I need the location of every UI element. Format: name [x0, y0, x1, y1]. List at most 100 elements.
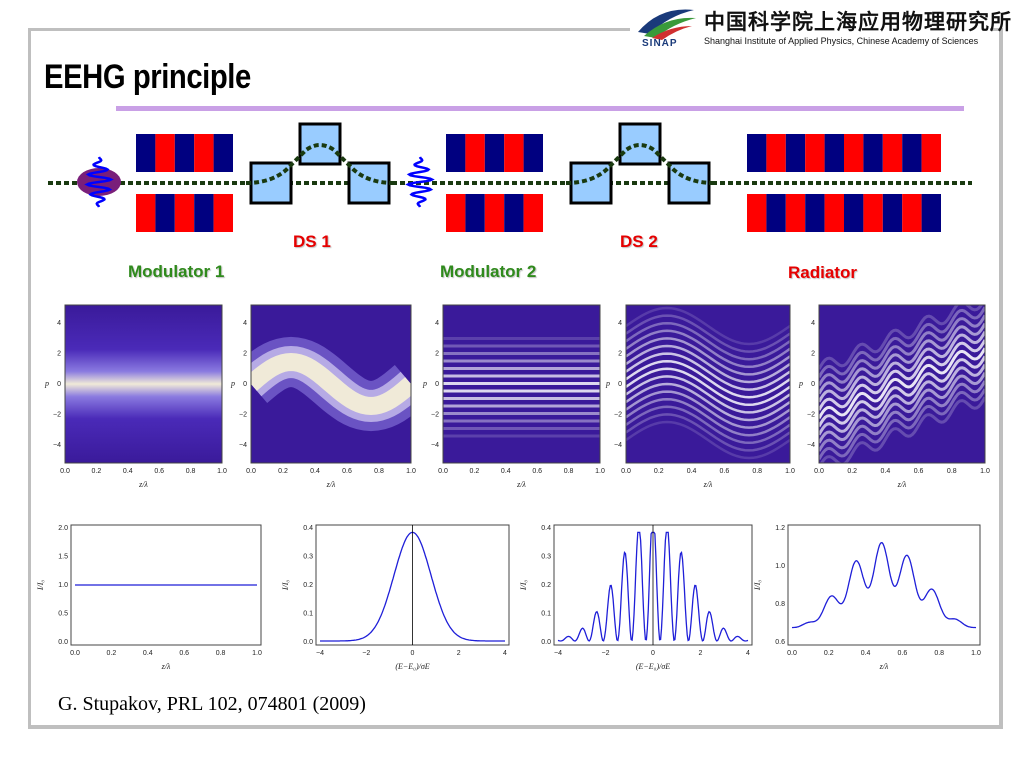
institute-name-cn: 中国科学院上海应用物理研究所	[704, 9, 1012, 34]
magnet-top	[136, 134, 156, 172]
x-tick-label: 4	[746, 650, 750, 657]
y-tick-label: 4	[57, 320, 61, 327]
x-tick-label: 0.6	[154, 468, 164, 475]
magnet-bottom	[194, 194, 214, 232]
y-tick-label: −4	[239, 442, 247, 449]
x-tick-label: 0.6	[532, 468, 542, 475]
y-tick-label: 0.4	[541, 525, 551, 532]
x-axis-label: z/λ	[897, 480, 907, 489]
y-tick-label: 0.8	[775, 601, 785, 608]
magnet-top	[213, 134, 233, 172]
radiator-magnets	[747, 134, 941, 232]
dipole-magnet	[298, 122, 342, 166]
y-tick-label: −2	[239, 412, 247, 419]
magnet-top	[921, 134, 941, 172]
y-tick-label: −4	[614, 442, 622, 449]
magnet-bottom	[155, 194, 175, 232]
y-tick-label: 0	[435, 381, 439, 388]
magnet-bottom	[484, 194, 505, 232]
magnet-bottom	[523, 194, 543, 232]
x-tick-label: 0.4	[881, 468, 891, 475]
phase-space-plots: 4 2 0 −2 −4 p 0.0 0.2 0.4 0.6 0.8 1.0 z/λ 4 2 0 −2 −4 p 0.0…	[44, 304, 990, 489]
y-tick-label: 0	[243, 381, 247, 388]
x-axis-label: z/λ	[326, 480, 336, 489]
magnet-bottom	[805, 194, 825, 232]
x-tick-label: 2	[699, 650, 703, 657]
y-tick-label: 2	[57, 351, 61, 358]
x-tick-label: 0.8	[947, 468, 957, 475]
y-tick-label: 0.3	[541, 554, 551, 561]
x-tick-label: 0.2	[107, 650, 117, 657]
beam-path	[245, 143, 395, 185]
x-tick-label: 0.0	[787, 650, 797, 657]
y-axis-label: I/I₀	[753, 580, 762, 592]
x-tick-label: 0	[411, 650, 415, 657]
magnet-top	[824, 134, 844, 172]
institute-name-en: Shanghai Institute of Applied Physics, C…	[704, 36, 979, 46]
phase-plot-1: 4 2 0 −2 −4 p 0.0 0.2 0.4 0.6 0.8 1.0 z/λ	[44, 304, 227, 489]
laser-pulse-1-icon	[84, 156, 114, 208]
magnet-bottom	[921, 194, 941, 232]
y-tick-label: 4	[435, 320, 439, 327]
x-tick-label: 0.6	[179, 650, 189, 657]
dispersion-section-2	[565, 122, 715, 205]
y-tick-label: 1.0	[58, 582, 68, 589]
x-tick-label: 0.6	[914, 468, 924, 475]
modulator-2-magnets	[446, 134, 543, 232]
current-plot-4: 1.21.00.80.60.0 0.2 0.4 0.6 0.8 1.0z/λI/I₀	[753, 524, 981, 671]
x-tick-label: −4	[554, 650, 562, 657]
dispersion-section-1	[245, 122, 395, 205]
magnet-top	[805, 134, 825, 172]
x-tick-label: 0.8	[216, 650, 226, 657]
current-plot-2: 0.4 0.3 0.2 0.1 0.0−4 −2 0 2 4 (E−E₀)/σE I/I₀	[281, 524, 510, 671]
eehg-schematic	[48, 122, 972, 232]
magnet-top	[844, 134, 864, 172]
magnet-top	[785, 134, 806, 172]
x-tick-label: 0.0	[70, 650, 80, 657]
x-tick-label: 1.0	[980, 468, 990, 475]
radiator-label: Radiator	[788, 263, 857, 282]
y-tick-label: 0.0	[541, 639, 551, 646]
y-tick-label: 2	[618, 351, 622, 358]
x-tick-label: 0.8	[934, 650, 944, 657]
y-tick-label: 0.0	[303, 639, 313, 646]
x-axis-label: z/λ	[703, 480, 713, 489]
y-axis-label: p	[605, 379, 610, 388]
magnet-bottom	[465, 194, 485, 232]
y-tick-label: 4	[811, 320, 815, 327]
magnet-top	[174, 134, 195, 172]
x-tick-label: 0.2	[278, 468, 288, 475]
y-tick-label: 0.1	[541, 611, 551, 618]
x-axis-label: z/λ	[161, 662, 171, 671]
y-tick-label: −2	[431, 412, 439, 419]
x-tick-label: 0.2	[847, 468, 857, 475]
x-tick-label: 0.8	[564, 468, 574, 475]
x-tick-label: 0.4	[143, 650, 153, 657]
beam-path	[565, 143, 715, 185]
y-tick-label: 0.0	[58, 639, 68, 646]
page-title: EEHG principle	[44, 58, 251, 96]
magnet-bottom	[446, 194, 466, 232]
magnet-bottom	[863, 194, 883, 232]
x-tick-label: 1.0	[595, 468, 605, 475]
x-tick-label: 0.6	[720, 468, 730, 475]
x-tick-label: 0.0	[621, 468, 631, 475]
magnet-top	[747, 134, 767, 172]
magnet-top	[882, 134, 903, 172]
y-axis-label: p	[44, 379, 49, 388]
y-tick-label: 0	[57, 381, 61, 388]
y-axis-label: p	[798, 379, 803, 388]
x-tick-label: 0.4	[501, 468, 511, 475]
x-tick-label: 1.0	[406, 468, 416, 475]
magnet-top	[446, 134, 466, 172]
phase-plot-2: 4 2 0 −2 −4 p 0.0 0.2 0.4 0.6 0.8 1.0 z/λ	[230, 304, 416, 489]
magnet-bottom	[785, 194, 806, 232]
current-curve	[791, 542, 977, 629]
x-tick-label: −4	[316, 650, 324, 657]
x-tick-label: 0.2	[470, 468, 480, 475]
x-tick-label: 1.0	[971, 650, 981, 657]
x-tick-label: 0.8	[752, 468, 762, 475]
x-tick-label: 0.2	[654, 468, 664, 475]
y-tick-label: 0	[618, 381, 622, 388]
current-plots: 2.01.51.00.50.00.0 0.2 0.4 0.6 0.8 1.0z/λI/I₀…	[36, 524, 981, 671]
